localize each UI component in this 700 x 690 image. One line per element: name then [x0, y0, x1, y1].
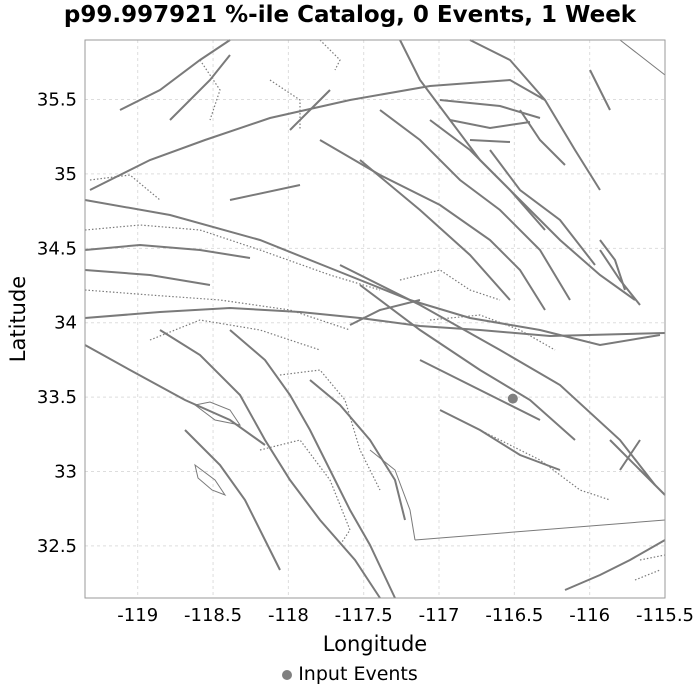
fault-plane-outline [634, 569, 661, 581]
fault-line [449, 119, 531, 130]
y-tick-labels: 32.5 33 33.5 34 34.5 35 35.5 [37, 90, 77, 557]
fault-line [229, 184, 301, 201]
y-axis-label: Latitude [6, 276, 30, 362]
boundary-line [193, 401, 242, 426]
fault-plane-outline [319, 39, 341, 71]
y-tick-label: 33.5 [37, 387, 77, 408]
fault-plane-outline [259, 439, 351, 546]
fault-line [359, 284, 576, 441]
event-points [507, 393, 518, 404]
boundary-line [194, 463, 227, 497]
x-tick-label: -117.5 [335, 605, 393, 626]
fault-line [229, 329, 396, 599]
fault-plane-outline [429, 314, 556, 351]
x-tick-label: -118 [268, 605, 309, 626]
y-tick-label: 35.5 [37, 90, 77, 111]
fault-plane-outline [399, 269, 501, 301]
fault-line [84, 306, 666, 338]
fault-traces [84, 39, 666, 599]
fault-line [419, 359, 541, 421]
fault-plane-outline [149, 319, 321, 351]
fault-line [359, 159, 511, 301]
fault-line [609, 439, 666, 496]
fault-line [469, 39, 601, 191]
fault-line [589, 69, 611, 111]
fault-line [619, 439, 641, 471]
boundary-line [369, 449, 416, 541]
y-tick-label: 34 [54, 313, 77, 334]
boundary-line [619, 39, 666, 76]
fault-line [429, 119, 546, 231]
x-tick-label: -116.5 [485, 605, 543, 626]
fault-line [159, 329, 381, 599]
y-tick-label: 33 [54, 462, 77, 483]
fault-line [119, 39, 231, 111]
fault-line [309, 379, 406, 521]
fault-line [599, 239, 626, 291]
fault-line [599, 249, 641, 306]
x-tick-label: -118.5 [184, 605, 242, 626]
fault-line [84, 199, 661, 347]
boundary-line [414, 519, 666, 541]
fault-plane-outline [89, 174, 161, 201]
fault-line [379, 109, 571, 301]
fault-plane-outline [269, 79, 301, 130]
x-tick-labels: -119 -118.5 -118 -117.5 -117 -116.5 -116 -115.5 [117, 605, 694, 626]
legend-marker-icon [282, 669, 293, 680]
event-point [507, 393, 518, 404]
x-tick-label: -119 [117, 605, 158, 626]
fault-line [349, 299, 421, 326]
y-tick-label: 32.5 [37, 536, 77, 557]
fault-plane-outline [84, 289, 351, 331]
fault-line [84, 269, 211, 286]
fault-line [564, 539, 666, 591]
y-tick-label: 34.5 [37, 238, 77, 259]
fault-line [439, 99, 541, 119]
fault-line [169, 54, 231, 121]
x-tick-label: -117 [419, 605, 460, 626]
fault-plane-outline [199, 59, 221, 121]
legend: Input Events [0, 663, 700, 685]
fault-line [184, 429, 281, 571]
x-axis-label: Longitude [323, 632, 427, 656]
plot-frame [84, 39, 666, 599]
fault-line [84, 243, 251, 259]
y-tick-label: 35 [54, 164, 77, 185]
fault-line [519, 109, 566, 166]
fault-line [289, 89, 331, 131]
fault-line [489, 149, 596, 266]
legend-label: Input Events [298, 663, 418, 685]
fault-line [319, 139, 546, 311]
x-tick-label: -115.5 [636, 605, 694, 626]
fault-plane-outline [639, 554, 666, 561]
x-tick-label: -116 [569, 605, 610, 626]
chart-title: p99.997921 %-ile Catalog, 0 Events, 1 We… [63, 2, 637, 28]
fault-line [339, 264, 656, 486]
fault-line [399, 39, 636, 301]
fault-line [469, 139, 511, 143]
fault-line [84, 344, 266, 446]
fault-plane-outline [84, 224, 381, 291]
